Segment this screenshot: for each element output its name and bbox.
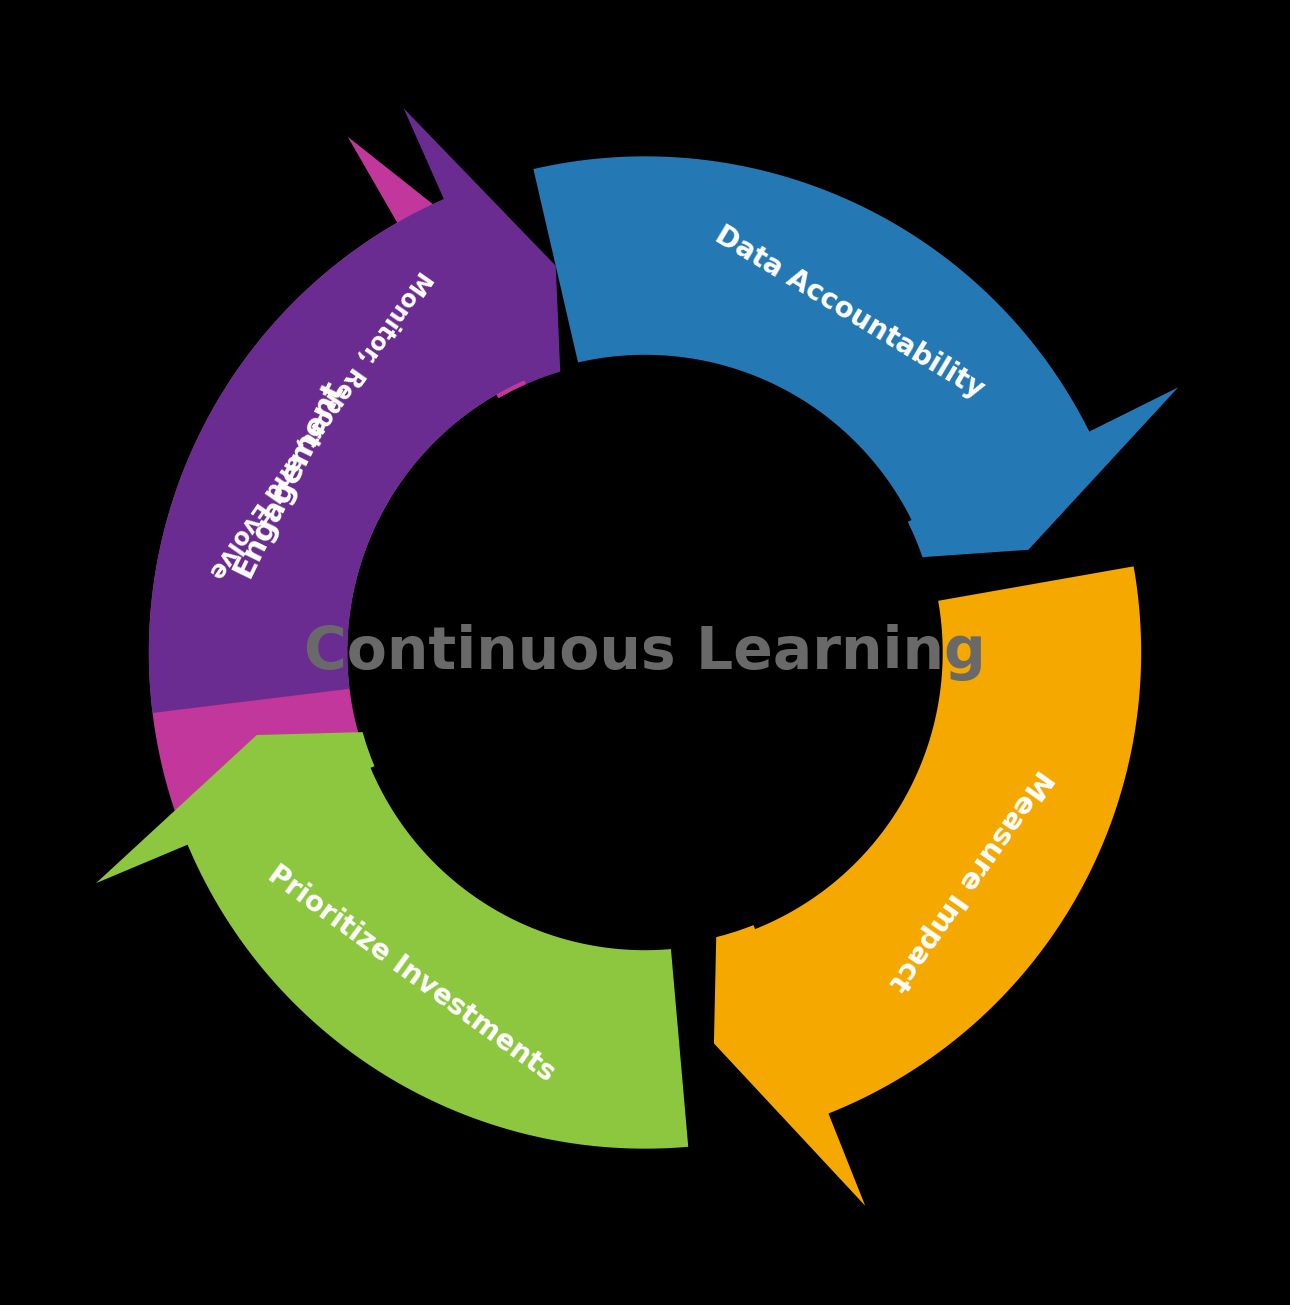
Text: Continuous Learning: Continuous Learning bbox=[304, 624, 986, 681]
Polygon shape bbox=[533, 157, 1178, 564]
Polygon shape bbox=[148, 137, 546, 822]
Circle shape bbox=[352, 360, 938, 945]
Text: Monitor, Report, and Evolve: Monitor, Report, and Evolve bbox=[204, 266, 436, 583]
Circle shape bbox=[124, 132, 1166, 1173]
Polygon shape bbox=[713, 566, 1142, 1206]
Polygon shape bbox=[95, 729, 689, 1148]
Text: Prioritize Investments: Prioritize Investments bbox=[263, 860, 561, 1087]
Polygon shape bbox=[148, 108, 565, 713]
Text: Data Accountability: Data Accountability bbox=[710, 221, 989, 403]
Text: Measure Impact: Measure Impact bbox=[884, 765, 1058, 996]
Text: Engagement: Engagement bbox=[228, 376, 348, 582]
